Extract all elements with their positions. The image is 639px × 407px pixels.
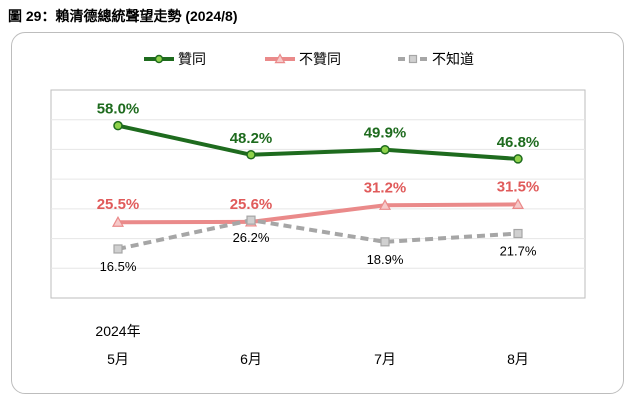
data-label: 26.2% — [233, 230, 270, 245]
data-point — [111, 215, 125, 227]
data-label: 25.6% — [230, 196, 273, 213]
legend-label: 不知道 — [432, 51, 474, 67]
data-point — [246, 215, 256, 225]
data-point — [380, 144, 390, 155]
legend-label: 贊同 — [178, 51, 206, 67]
x-tick-label: 5月 — [107, 351, 129, 367]
series-layer — [111, 120, 525, 254]
data-label: 21.7% — [500, 244, 537, 259]
data-point — [246, 150, 256, 160]
data-point — [511, 198, 525, 209]
data-point — [380, 237, 390, 247]
legend-entry: 不贊同 — [265, 51, 341, 67]
data-label: 46.8% — [497, 134, 540, 151]
data-point — [513, 154, 523, 164]
data-point — [378, 199, 392, 210]
legend-label: 不贊同 — [299, 51, 341, 67]
legend-entry: 不知道 — [398, 51, 474, 67]
data-label: 16.5% — [100, 259, 137, 274]
x-axis: 2024年 5月 6月 7月 8月 — [95, 323, 528, 367]
series-1 — [113, 120, 523, 164]
data-label: 31.2% — [364, 179, 407, 196]
data-label: 18.9% — [367, 252, 404, 267]
data-label: 49.9% — [364, 125, 407, 142]
plot-area — [50, 89, 586, 299]
legend-entry: 贊同 — [144, 51, 206, 67]
x-tick-label: 8月 — [507, 351, 529, 367]
series-line — [117, 202, 519, 225]
figure-title: 圖 29：賴清德總統聲望走勢 (2024/8) — [8, 8, 238, 24]
data-label: 48.2% — [230, 130, 273, 147]
legend-marker — [154, 54, 164, 64]
series-2 — [111, 198, 525, 227]
series-line — [117, 123, 519, 161]
legend-marker — [274, 53, 286, 64]
x-tick-label: 6月 — [240, 351, 262, 367]
data-label: 25.5% — [97, 196, 140, 213]
gridlines — [51, 119, 585, 269]
data-label: 58.0% — [97, 101, 140, 118]
series-3 — [113, 215, 523, 254]
chart-frame — [11, 32, 624, 394]
data-label: 31.5% — [497, 178, 540, 195]
year-label: 2024年 — [95, 323, 140, 339]
data-point — [513, 228, 523, 239]
x-tick-label: 7月 — [374, 351, 396, 367]
legend: 贊同 不贊同 不知道 — [144, 51, 474, 67]
data-point — [113, 244, 123, 254]
data-point — [113, 120, 123, 131]
data-labels: 58.0% 48.2% 49.9% 46.8% 25.5% 25.6% 31.2% 31.5%… — [97, 101, 540, 274]
legend-marker — [408, 54, 418, 64]
series-line — [117, 218, 519, 251]
